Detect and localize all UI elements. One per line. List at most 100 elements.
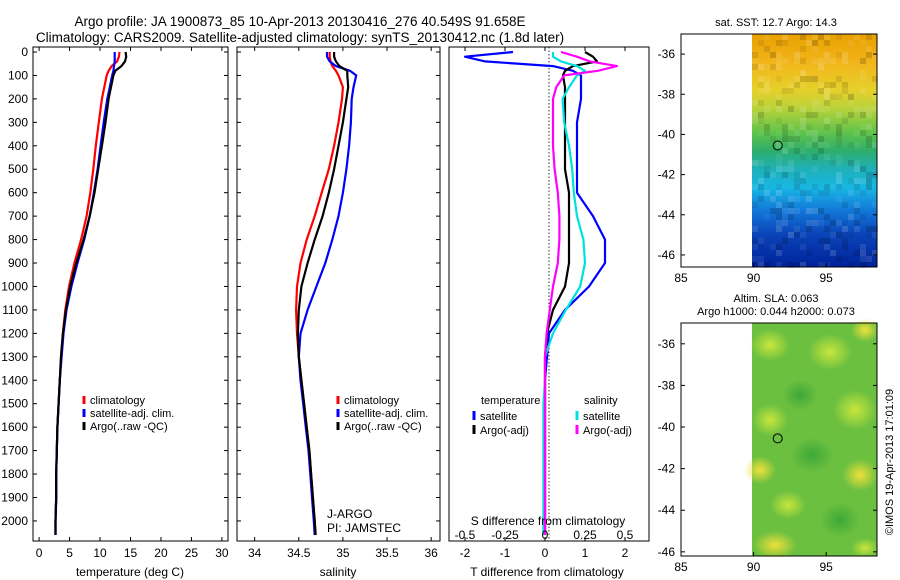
sst-cell bbox=[782, 220, 788, 226]
sst-cell bbox=[860, 214, 866, 220]
sst-cell bbox=[818, 190, 824, 196]
sst-cell bbox=[854, 208, 860, 214]
sst-cell bbox=[848, 190, 854, 196]
depth-tick-label: 2000 bbox=[1, 514, 28, 528]
salinity-yticks bbox=[237, 51, 440, 522]
salinity-panel: 34 34.5 35 35.5 36 salinity climatologysatel… bbox=[236, 46, 441, 579]
sst-cell bbox=[830, 82, 836, 88]
sst-cell bbox=[836, 160, 842, 166]
sst-cell bbox=[776, 94, 782, 100]
sst-cell bbox=[776, 40, 782, 46]
salinity-lines bbox=[295, 52, 358, 536]
sst-cell bbox=[806, 142, 812, 148]
sla-lat-tick-label: -42 bbox=[658, 462, 676, 476]
sst-cell bbox=[806, 250, 812, 256]
sst-cell bbox=[794, 262, 800, 268]
sst-cell bbox=[806, 130, 812, 136]
difference-xtick-label: 1 bbox=[582, 546, 589, 560]
sst-cell bbox=[830, 58, 836, 64]
depth-tick-label: 1600 bbox=[1, 420, 28, 434]
sst-cell bbox=[788, 82, 794, 88]
sst-cell bbox=[800, 124, 806, 130]
sst-cell bbox=[812, 142, 818, 148]
sst-cell bbox=[782, 238, 788, 244]
sst-cell bbox=[800, 82, 806, 88]
sst-cell bbox=[812, 184, 818, 190]
sst-cell bbox=[776, 220, 782, 226]
sst-cell bbox=[836, 256, 842, 262]
difference-series-3 bbox=[543, 50, 619, 535]
sst-cell bbox=[764, 124, 770, 130]
legend-title-salinity: salinity bbox=[584, 395, 618, 407]
sst-cell bbox=[812, 46, 818, 52]
sst-cell bbox=[860, 178, 866, 184]
sla-lon-tick-label: 85 bbox=[674, 560, 688, 574]
sla-lat-tick-label: -40 bbox=[658, 420, 676, 434]
sst-cell bbox=[866, 112, 872, 118]
jargo-annotation: J-ARGO bbox=[327, 507, 372, 521]
sst-cell bbox=[764, 262, 770, 268]
sst-cell bbox=[770, 64, 776, 70]
sst-cell bbox=[752, 244, 758, 250]
sst-cell bbox=[824, 262, 830, 268]
sst-cell bbox=[806, 190, 812, 196]
sst-cell bbox=[788, 88, 794, 94]
depth-tick-label: 0 bbox=[21, 45, 28, 59]
sst-cell bbox=[764, 46, 770, 52]
sst-cell bbox=[854, 106, 860, 112]
temperature-xtick-label: 5 bbox=[66, 546, 73, 560]
sst-cell bbox=[788, 142, 794, 148]
sst-cell bbox=[842, 52, 848, 58]
salinity-series-0 bbox=[295, 52, 344, 536]
sst-cell bbox=[818, 100, 824, 106]
depth-tick-label: 600 bbox=[8, 186, 28, 200]
sst-cell bbox=[836, 196, 842, 202]
sst-cell bbox=[824, 82, 830, 88]
sst-cell bbox=[830, 94, 836, 100]
sst-cell bbox=[842, 220, 848, 226]
sst-cell bbox=[776, 214, 782, 220]
sst-cell bbox=[866, 226, 872, 232]
sst-cell bbox=[782, 88, 788, 94]
sst-cell bbox=[782, 58, 788, 64]
sst-cell bbox=[836, 232, 842, 238]
sst-cell bbox=[806, 76, 812, 82]
difference-s-tick-label: 0.25 bbox=[573, 528, 597, 542]
depth-tick-label: 700 bbox=[8, 209, 28, 223]
salinity-plot-frame bbox=[236, 46, 441, 542]
sst-cell bbox=[854, 142, 860, 148]
sst-cell bbox=[770, 172, 776, 178]
sst-cell bbox=[788, 166, 794, 172]
sst-cell bbox=[818, 238, 824, 244]
sst-cell bbox=[818, 262, 824, 268]
sst-cell bbox=[752, 184, 758, 190]
sst-cell bbox=[812, 34, 818, 40]
sst-cell bbox=[764, 82, 770, 88]
sst-cell bbox=[866, 106, 872, 112]
depth-tick-label: 1700 bbox=[1, 444, 28, 458]
temperature-xticks: 0 5 10 15 20 25 30 bbox=[36, 47, 229, 560]
sst-heatmap-cells bbox=[752, 34, 878, 268]
sla-map-title-1: Altim. SLA: 0.063 bbox=[734, 293, 819, 305]
difference-s-tick-label: 0.5 bbox=[617, 528, 634, 542]
sst-cell bbox=[812, 208, 818, 214]
sst-cell bbox=[824, 154, 830, 160]
sst-cell bbox=[872, 250, 878, 256]
sst-cell bbox=[800, 262, 806, 268]
sst-cell bbox=[830, 220, 836, 226]
sst-cell bbox=[830, 232, 836, 238]
sla-map-panel: Altim. SLA: 0.063 Argo h1000: 0.044 h200… bbox=[658, 293, 879, 574]
sst-cell bbox=[800, 70, 806, 76]
difference-panel: -2 -1 0 1 2 S difference from climatology -0… bbox=[448, 46, 650, 579]
sst-cell bbox=[854, 160, 860, 166]
sst-cell bbox=[764, 76, 770, 82]
sst-cell bbox=[752, 58, 758, 64]
sst-cell bbox=[830, 184, 836, 190]
sst-cell bbox=[854, 166, 860, 172]
depth-tick-label: 800 bbox=[8, 233, 28, 247]
difference-legend-label: Argo(-adj) bbox=[583, 425, 632, 437]
sst-cell bbox=[812, 166, 818, 172]
sst-cell bbox=[848, 160, 854, 166]
salinity-xticks: 34 34.5 35 35.5 36 bbox=[248, 47, 438, 560]
sst-cell bbox=[848, 178, 854, 184]
